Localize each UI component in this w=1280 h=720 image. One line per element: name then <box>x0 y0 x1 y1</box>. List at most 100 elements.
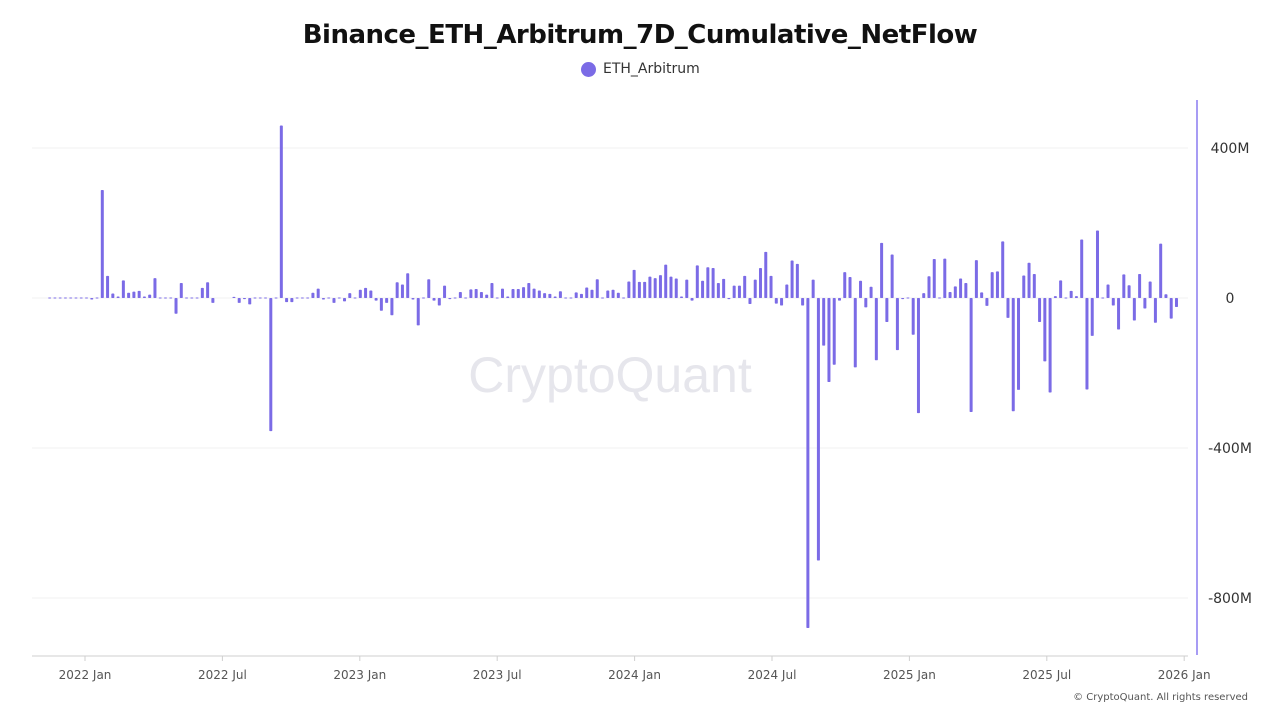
bar[interactable] <box>1011 298 1015 412</box>
bar[interactable] <box>674 278 678 299</box>
bar[interactable] <box>1038 298 1042 322</box>
bar[interactable] <box>495 297 499 299</box>
bar[interactable] <box>343 298 347 302</box>
bar[interactable] <box>932 259 936 298</box>
bar[interactable] <box>948 292 952 298</box>
bar[interactable] <box>453 297 457 299</box>
bar[interactable] <box>785 284 789 299</box>
bar[interactable] <box>337 297 341 299</box>
bar[interactable] <box>153 278 157 298</box>
bar[interactable] <box>106 275 110 298</box>
bar[interactable] <box>1085 298 1089 390</box>
bar[interactable] <box>658 275 662 298</box>
bar[interactable] <box>1117 298 1121 330</box>
bar[interactable] <box>616 292 620 298</box>
bar[interactable] <box>158 297 162 299</box>
bar[interactable] <box>142 296 146 299</box>
bar[interactable] <box>116 296 120 299</box>
bar[interactable] <box>680 296 684 299</box>
bar[interactable] <box>90 298 94 300</box>
bar[interactable] <box>1153 298 1157 323</box>
bar[interactable] <box>664 264 668 298</box>
bar[interactable] <box>1138 274 1142 298</box>
bar[interactable] <box>406 273 410 298</box>
bar[interactable] <box>1164 294 1168 298</box>
bar[interactable] <box>737 285 741 298</box>
bar[interactable] <box>74 297 78 299</box>
bar[interactable] <box>464 297 468 299</box>
bar[interactable] <box>816 298 820 561</box>
bar[interactable] <box>853 298 857 368</box>
bar[interactable] <box>58 297 62 299</box>
bar[interactable] <box>253 297 257 299</box>
bar[interactable] <box>95 297 99 299</box>
bar[interactable] <box>1074 296 1078 298</box>
bar[interactable] <box>990 272 994 298</box>
bar[interactable] <box>422 297 426 299</box>
bar[interactable] <box>321 298 325 300</box>
bar[interactable] <box>200 287 204 298</box>
bar[interactable] <box>369 290 373 299</box>
bar[interactable] <box>806 298 810 628</box>
bar[interactable] <box>1095 230 1099 299</box>
bar[interactable] <box>985 298 989 306</box>
bar[interactable] <box>843 272 847 298</box>
bar[interactable] <box>1017 298 1021 390</box>
bar[interactable] <box>874 298 878 361</box>
bar[interactable] <box>432 298 436 301</box>
bar[interactable] <box>927 276 931 298</box>
bar[interactable] <box>479 292 483 298</box>
bar[interactable] <box>316 288 320 298</box>
bar[interactable] <box>248 298 252 305</box>
bar[interactable] <box>964 283 968 298</box>
bar[interactable] <box>895 298 899 351</box>
bar[interactable] <box>485 294 489 298</box>
bar[interactable] <box>716 283 720 298</box>
bar[interactable] <box>606 290 610 299</box>
bar[interactable] <box>837 298 841 301</box>
bar[interactable] <box>69 297 73 299</box>
bar[interactable] <box>395 282 399 298</box>
bar[interactable] <box>242 298 246 300</box>
bar[interactable] <box>685 279 689 298</box>
bar[interactable] <box>648 276 652 298</box>
bar[interactable] <box>758 268 762 298</box>
bar[interactable] <box>753 279 757 298</box>
bar[interactable] <box>1106 284 1110 299</box>
bar[interactable] <box>653 278 657 298</box>
bar[interactable] <box>706 267 710 298</box>
bar[interactable] <box>527 283 531 298</box>
bar[interactable] <box>1001 241 1005 298</box>
bar[interactable] <box>727 298 731 300</box>
bar[interactable] <box>306 297 310 299</box>
bar[interactable] <box>601 297 605 299</box>
bar[interactable] <box>553 296 557 299</box>
bar[interactable] <box>237 298 241 303</box>
bar[interactable] <box>1169 298 1173 319</box>
bar[interactable] <box>832 298 836 365</box>
bar[interactable] <box>880 242 884 298</box>
bar[interactable] <box>416 298 420 326</box>
bar[interactable] <box>364 287 368 298</box>
bar[interactable] <box>764 251 768 298</box>
bar[interactable] <box>295 297 299 299</box>
bar[interactable] <box>780 298 784 306</box>
bar[interactable] <box>290 298 294 303</box>
legend[interactable]: ETH_Arbitrum <box>581 61 700 77</box>
bar[interactable] <box>285 298 289 303</box>
bar[interactable] <box>1048 298 1052 393</box>
bar[interactable] <box>390 298 394 316</box>
bar[interactable] <box>85 297 89 299</box>
bar[interactable] <box>1143 298 1147 309</box>
bar[interactable] <box>537 290 541 299</box>
bar[interactable] <box>332 298 336 303</box>
bar[interactable] <box>1111 298 1115 306</box>
bar[interactable] <box>258 297 262 299</box>
bar[interactable] <box>137 290 141 298</box>
bar[interactable] <box>558 291 562 298</box>
bar[interactable] <box>458 292 462 298</box>
bar[interactable] <box>1064 297 1068 299</box>
bar[interactable] <box>411 298 415 300</box>
bar[interactable] <box>1053 296 1057 298</box>
bar[interactable] <box>569 297 573 299</box>
